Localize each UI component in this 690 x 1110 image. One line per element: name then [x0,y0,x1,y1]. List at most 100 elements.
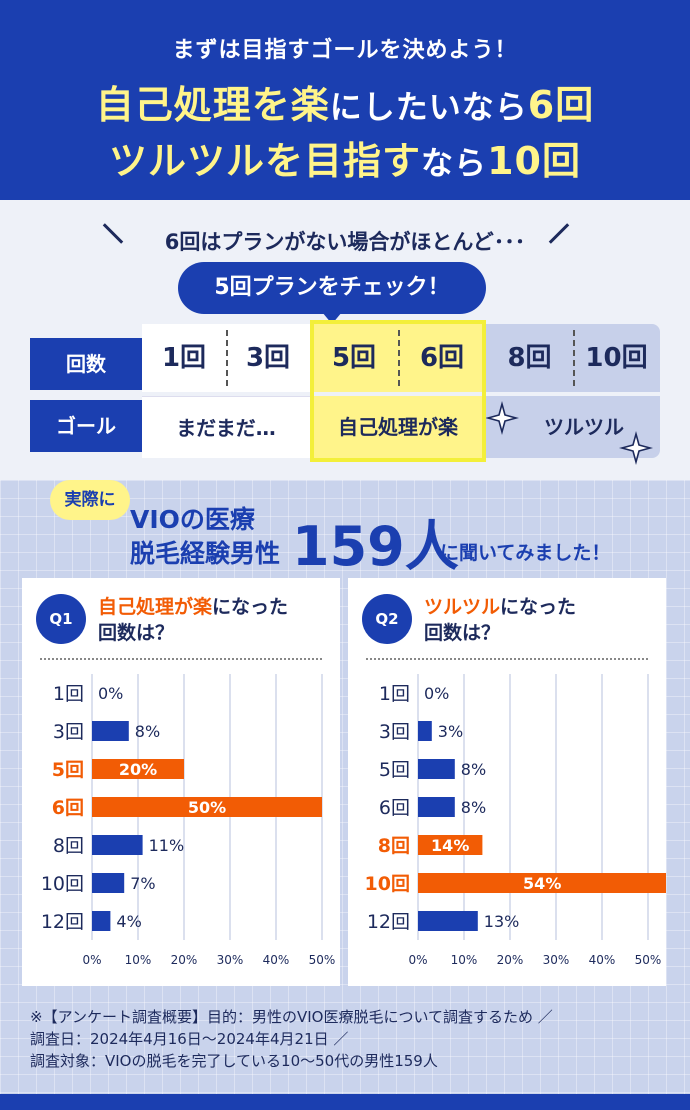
bar [418,759,455,779]
bar [418,873,666,893]
plan-note: 6回はプランがない場合がほとんど･･･ [164,230,526,254]
category-label: 5回 [52,759,84,781]
category-label: 8回 [378,835,410,857]
footnote-line-2: 調査日：2024年4月16日〜2024年4月21日 ／ [30,1030,349,1048]
header-line1-c: 6回 [527,83,595,127]
value-label: 4% [116,912,141,931]
q1-bar-chart: 0% 10% 20% 30% 40% 50% 1回 0% 3回 8% 5回 20% 6回 50% 8回 11%… [41,674,336,967]
category-label: 12回 [367,911,410,933]
count-10: 10回 [585,343,648,373]
row-header-counts: 回数 [30,338,142,390]
bar [418,797,455,817]
category-label: 8回 [53,835,84,857]
x-tick-label: 20% [497,953,524,967]
count-5: 5回 [331,343,377,373]
bottom-bar [0,1094,690,1110]
goal-self-care-easy: 自己処理が楽 [310,396,486,458]
x-tick-label: 30% [217,953,244,967]
value-label: 54% [523,874,561,893]
header-line2-c: 10回 [487,139,581,183]
x-tick-label: 40% [589,953,616,967]
footnote-line-3: 調査対象：VIOの脱毛を完了している10〜50代の男性159人 [30,1052,438,1070]
q2-title-rest: になった [500,596,577,618]
category-label: 10回 [41,873,84,895]
header-line-1: 自己処理を楽にしたいなら6回 [0,74,690,129]
x-tick-label: 50% [309,953,336,967]
chart-panel-q1: Q1 自己処理が楽になった 回数は？ 0% 10% 20% 30% 40% 50% 1回 0%… [22,578,340,986]
goal-smooth: ツルツル [486,396,660,458]
value-label: 13% [484,912,520,931]
bar [418,721,432,741]
count-6: 6回 [419,343,465,373]
category-label: 12回 [41,911,84,933]
count-1: 1回 [161,343,207,373]
header-line2-b: なら [421,144,488,182]
count-cells: 1回 3回 5回 6回 8回 10回 [142,324,660,392]
category-label: 5回 [379,759,410,781]
footnote-line-1: ※【アンケート調査概要】目的：男性のVIO医療脱毛について調査するため ／ [30,1008,553,1026]
q1-title: 自己処理が楽になった 回数は？ [98,594,288,646]
bar [92,759,184,779]
q1-title-highlight: 自己処理が楽 [98,596,213,618]
survey-badge: 実際に [50,480,130,520]
bar [92,797,322,817]
q2-title-line2: 回数は？ [424,622,501,644]
bar [92,873,125,893]
plan-callout-pill: 5回プランをチェック！ [178,262,486,314]
plan-section: 6回はプランがない場合がほとんど･･･ 5回プランをチェック！ 回数 ゴール 1… [0,200,690,480]
header-line1-b: にしたいなら [329,88,528,126]
q2-separator [366,658,648,660]
q1-separator [40,658,322,660]
bar [418,835,483,855]
highlight-frame [310,320,486,462]
q2-title-highlight: ツルツル [424,596,501,618]
category-label: 3回 [379,721,410,743]
category-label: 6回 [52,797,84,819]
x-tick-label: 0% [408,953,427,967]
value-label: 11% [149,836,185,855]
bar [92,911,111,931]
x-tick-label: 0% [82,953,101,967]
x-tick-label: 50% [635,953,662,967]
q2-title: ツルツルになった 回数は？ [424,594,576,646]
divider-1 [226,330,228,386]
header-kicker: まずは目指すゴールを決めよう！ [172,38,518,63]
bar [418,911,478,931]
survey-line-1: VIOの医療 [130,505,255,534]
x-tick-label: 10% [125,953,152,967]
chart-panel-q2: Q2 ツルツルになった 回数は？ 0% 10% 20% 30% 40% 50% 1回 0% 3回… [348,578,666,986]
value-label: 8% [461,760,486,779]
q2-badge: Q2 [362,594,412,644]
bar [92,835,143,855]
q1-title-line2: 回数は？ [98,622,175,644]
survey-footnote: ※【アンケート調査概要】目的：男性のVIO医療脱毛について調査するため ／ 調査… [30,1006,670,1072]
category-label: 1回 [379,683,410,705]
x-tick-label: 20% [171,953,198,967]
divider-3 [573,330,575,386]
q1-title-rest: になった [212,596,289,618]
value-label: 0% [98,684,123,703]
value-label: 50% [188,798,226,817]
value-label: 0% [424,684,449,703]
count-3: 3回 [245,343,291,373]
value-label: 14% [431,836,469,855]
row-header-goal: ゴール [30,400,142,452]
value-label: 7% [130,874,155,893]
goal-not-yet: まだまだ… [142,396,310,458]
category-label: 6回 [379,797,410,819]
x-tick-label: 30% [543,953,570,967]
category-label: 10回 [365,873,410,895]
x-tick-label: 10% [451,953,478,967]
survey-count: 159人 [292,515,459,578]
bar [92,721,129,741]
value-label: 8% [461,798,486,817]
value-label: 8% [135,722,160,741]
divider-2 [398,330,400,386]
header-line1-a: 自己処理を楽 [95,83,330,127]
category-label: 1回 [53,683,84,705]
survey-line-2: 脱毛経験男性 [130,539,281,568]
survey-tail: に聞いてみました！ [440,542,611,564]
category-label: 3回 [53,721,84,743]
value-label: 20% [119,760,157,779]
header-line-2: ツルツルを目指すなら10回 [0,130,690,185]
